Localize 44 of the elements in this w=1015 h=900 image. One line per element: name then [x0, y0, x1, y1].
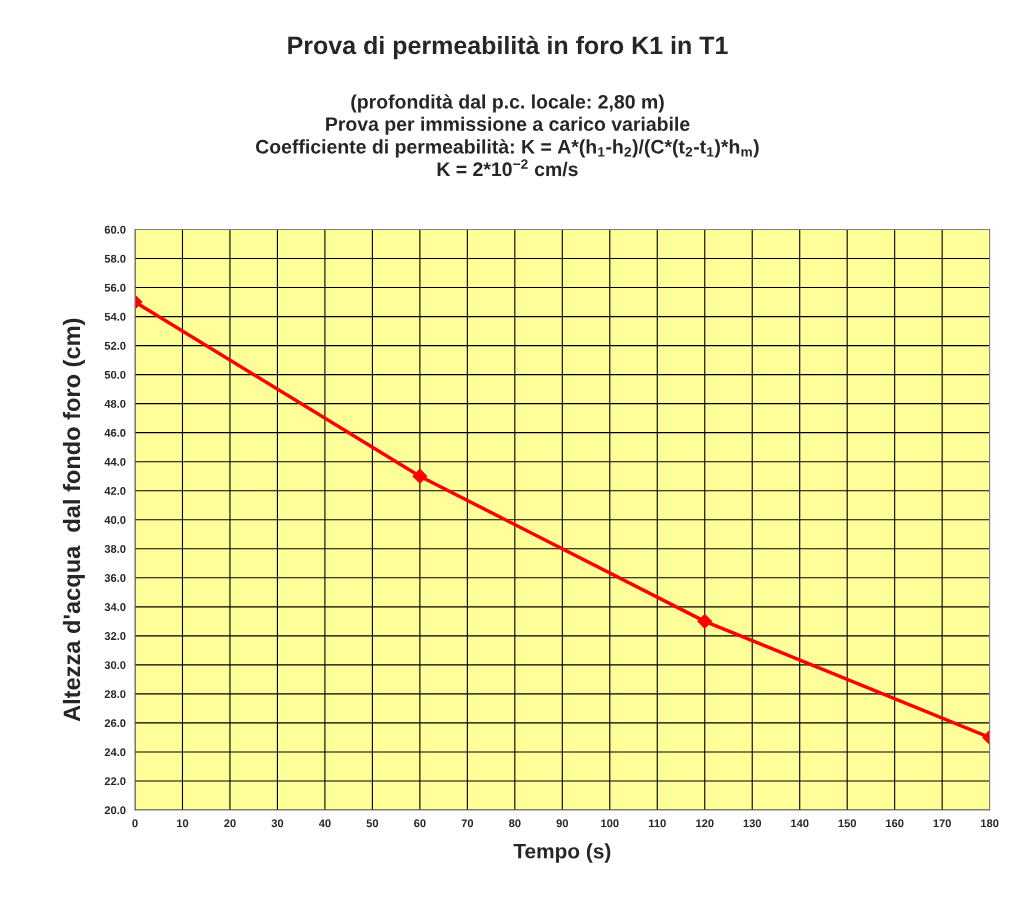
x-tick-label: 180: [981, 819, 999, 828]
y-tick-label: 38.0: [104, 545, 126, 553]
x-tick-label: 130: [743, 819, 762, 828]
y-tick-label: 22.0: [104, 777, 126, 786]
y-tick-label: 34.0: [104, 603, 126, 611]
y-tick-label: 46.0: [104, 428, 126, 437]
y-tick-label: 60.0: [104, 225, 126, 234]
y-tick-label: 58.0: [104, 254, 126, 263]
x-tick-label: 150: [838, 819, 856, 828]
y-tick-label: 20.0: [104, 806, 126, 815]
x-tick-label: 10: [177, 819, 189, 828]
text: (profondità dal p.c. locale: 2,80 m) Prova per immissione a carico variabile Coefficiente di permeabilità: K = A*(h$_{1}$-h$_{2}$)/(C*(t$_{2}$-t$_{1}$)*h$_{m}$) K = 2*10$^{−2}$ cm/s: [256, 94, 759, 177]
y-tick-label: 40.0: [104, 516, 126, 524]
x-tick-label: 170: [933, 819, 951, 828]
x-tick-label: 70: [461, 819, 474, 828]
chart-title: Prova di permeabilità in foro K1 in T1: [288, 35, 728, 60]
x-tick-label: 100: [601, 819, 619, 828]
x-tick-label: 50: [366, 819, 379, 828]
y-tick-label: 28.0: [104, 690, 126, 699]
x-tick-label: 80: [509, 819, 521, 828]
x-tick-label: 110: [649, 819, 666, 828]
y-axis-title: Altezza d'acqua dal fondo foro (cm): [62, 318, 85, 722]
y-tick-label: 50.0: [104, 370, 126, 379]
x-tick-label: 90: [556, 819, 569, 828]
x-axis-title: Tempo (s): [513, 843, 611, 863]
y-tick-label: 42.0: [104, 486, 126, 495]
x-tick-label: 120: [696, 819, 714, 828]
y-tick-label: 24.0: [104, 748, 126, 757]
y-tick-label: 52.0: [104, 341, 126, 350]
x-tick-label: 40: [318, 819, 331, 828]
x-tick-label: 30: [271, 819, 284, 828]
x-tick-label: 0: [132, 819, 138, 828]
y-tick-label: 30.0: [104, 661, 126, 670]
y-tick-label: 44.0: [104, 457, 126, 466]
y-tick-label: 56.0: [104, 283, 126, 292]
y-tick-label: 48.0: [104, 399, 126, 408]
y-tick-label: 36.0: [104, 574, 126, 582]
x-tick-label: 20: [224, 819, 236, 828]
y-tick-label: 54.0: [104, 312, 126, 321]
y-tick-label: 26.0: [104, 719, 126, 728]
x-tick-label: 140: [791, 819, 809, 828]
x-tick-label: 60: [414, 819, 426, 828]
x-tick-label: 160: [886, 819, 904, 828]
y-tick-label: 32.0: [104, 632, 126, 640]
